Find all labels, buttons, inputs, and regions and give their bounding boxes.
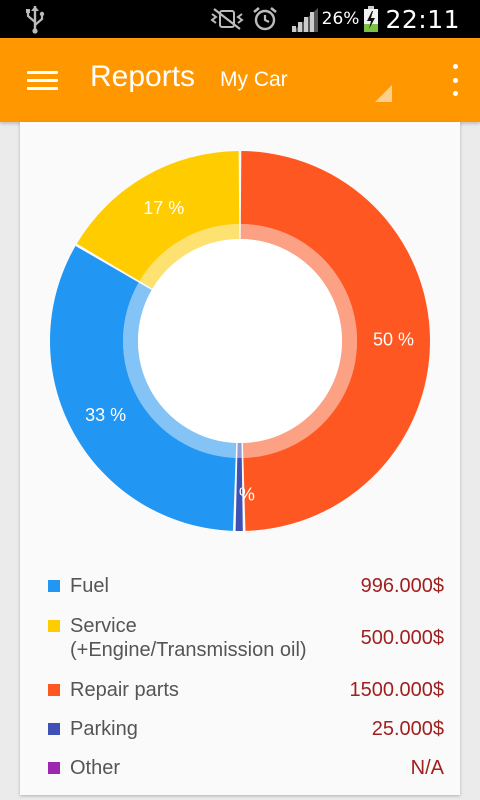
legend-label: Other	[70, 756, 120, 780]
donut-slice[interactable]	[240, 151, 431, 531]
vibrate-mute-icon	[209, 7, 244, 31]
legend-color-swatch	[48, 723, 60, 735]
legend-color-swatch	[48, 620, 60, 632]
legend-label-text: Repair parts	[70, 679, 179, 701]
legend-value: 1500.000$	[349, 679, 444, 701]
report-card: 50 % 1 % 33 % 17 % Fuel 996.000$ Service (+Eng…	[20, 122, 460, 795]
status-bar: 26% 22:11	[0, 0, 480, 38]
legend-label-text: Service	[70, 615, 137, 637]
donut-slice-inner-band	[139, 224, 240, 289]
legend-label: Fuel	[70, 574, 109, 598]
legend-color-swatch	[48, 684, 60, 696]
legend-value: 25.000$	[371, 718, 444, 740]
overflow-menu-icon[interactable]	[448, 64, 462, 96]
legend-color-swatch	[48, 762, 60, 774]
legend-label-text: Other	[70, 757, 121, 779]
legend-item[interactable]: Other N/A	[20, 748, 460, 784]
donut-slice[interactable]	[235, 457, 243, 531]
legend-label-text: Fuel	[70, 575, 109, 597]
donut-slice[interactable]	[76, 151, 240, 282]
slice-percent-label: 33 %	[85, 405, 126, 425]
legend-label-text: Parking	[70, 718, 138, 740]
signal-icon	[290, 6, 320, 32]
donut-slice[interactable]	[50, 245, 236, 531]
legend-value: N/A	[410, 757, 444, 779]
page-title: Reports	[90, 60, 196, 93]
slice-percent-label: 17 %	[143, 198, 184, 218]
donut-center-hole	[138, 239, 342, 443]
battery-charging-icon	[363, 5, 379, 33]
clock-time: 22:11	[385, 4, 460, 34]
legend-label: Parking	[70, 717, 138, 741]
slice-percent-label: 50 %	[373, 329, 414, 349]
donut-slice-inner-band	[123, 282, 237, 458]
donut-slice-inner-band	[237, 442, 242, 458]
legend-label-subtext: (+Engine/Transmission oil)	[70, 639, 307, 661]
dropdown-arrow-icon	[375, 85, 392, 102]
vehicle-selector-value: My Car	[220, 68, 288, 91]
legend-value: 996.000$	[360, 575, 444, 597]
legend-label: Service (+Engine/Transmission oil)	[70, 614, 307, 662]
legend-item[interactable]: Repair parts 1500.000$	[20, 670, 460, 706]
legend-item[interactable]: Service (+Engine/Transmission oil) 500.000…	[20, 606, 460, 664]
app-toolbar: Reports My Car	[0, 38, 480, 122]
usb-icon	[24, 0, 46, 38]
legend-label: Repair parts	[70, 678, 179, 702]
battery-percent: 26%	[321, 9, 360, 29]
legend-item[interactable]: Fuel 996.000$	[20, 566, 460, 602]
donut-chart[interactable]: 50 %1 %33 %17 %	[20, 122, 460, 552]
donut-slice-inner-band	[240, 224, 358, 458]
status-icons: 26% 22:11	[209, 0, 460, 38]
legend-color-swatch	[48, 580, 60, 592]
alarm-icon	[252, 6, 278, 32]
legend-value: 500.000$	[360, 627, 444, 649]
legend-item[interactable]: Parking 25.000$	[20, 709, 460, 745]
hamburger-menu-icon[interactable]	[14, 58, 70, 102]
vehicle-selector-dropdown[interactable]: My Car	[220, 56, 396, 108]
